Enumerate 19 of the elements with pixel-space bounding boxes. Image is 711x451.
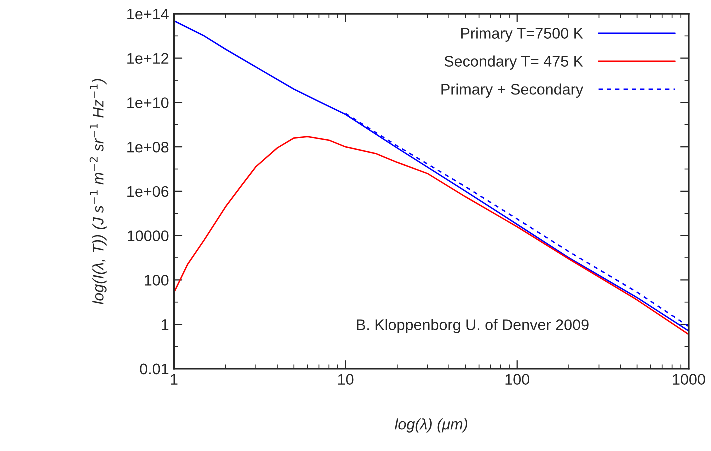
annotation: B. Kloppenborg U. of Denver 2009 [357, 319, 589, 334]
y-tick-label: 1e+06 [128, 186, 169, 198]
legend-label: Primary + Secondary [442, 84, 584, 98]
y-tick-label: 10000 [128, 230, 169, 242]
x-tick-label: 100 [506, 374, 530, 385]
legend-label: Primary T=7500 K [462, 28, 584, 42]
y-tick-label: 1e+10 [128, 98, 169, 108]
y-tick-label: 1e+08 [128, 142, 169, 153]
y-tick-label: 1e+12 [128, 53, 169, 64]
legend-label: Secondary T= 475 K [444, 56, 584, 70]
y-tick-label: 1 [162, 320, 169, 330]
x-tick-label: 1000 [673, 374, 706, 385]
x-tick-label: 1 [171, 374, 178, 385]
x-axis-title: log(λ) (μm) [395, 418, 468, 433]
y-tick-label: 1e+14 [128, 9, 169, 20]
text: log(I(λ, T)) (J s$^{−1}$ m$^{−2}$ sr$^{−1}$ Hz$^{−1}$) [90, 79, 107, 304]
y-tick-label: 100 [145, 275, 169, 286]
x-tick-label: 10 [338, 374, 354, 385]
y-tick-label: 0.01 [140, 364, 169, 375]
